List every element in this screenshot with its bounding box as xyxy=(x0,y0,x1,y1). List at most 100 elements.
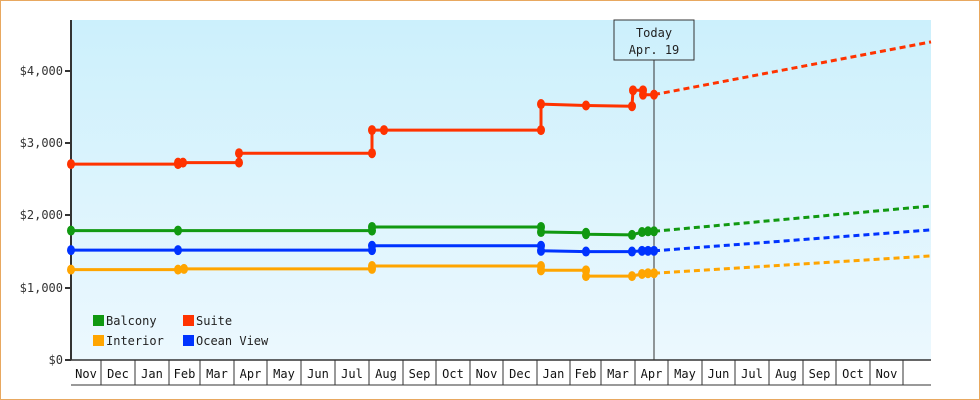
month-label: Oct xyxy=(842,367,864,381)
data-point xyxy=(629,85,637,96)
y-tick-label: $0 xyxy=(49,353,63,367)
data-point xyxy=(537,125,545,136)
data-point xyxy=(638,245,646,256)
data-point xyxy=(537,99,545,110)
y-axis: $0 $1,000 $2,000 $3,000 $4,000 xyxy=(20,20,72,367)
month-label: Apr xyxy=(240,367,262,381)
month-label: Apr xyxy=(641,367,663,381)
month-label: Jun xyxy=(307,367,329,381)
data-point xyxy=(235,157,243,168)
data-point xyxy=(368,240,376,251)
series-interior xyxy=(67,254,932,282)
legend-swatch xyxy=(183,335,194,346)
y-tick-label: $3,000 xyxy=(20,136,63,150)
data-point xyxy=(650,89,658,100)
data-point xyxy=(174,245,182,256)
today-box xyxy=(613,19,695,61)
legend-label: Ocean View xyxy=(196,334,269,348)
month-label: Jun xyxy=(708,367,730,381)
legend-item-ocean-view: Ocean View xyxy=(183,334,269,348)
data-point xyxy=(180,263,188,274)
data-point xyxy=(174,264,182,275)
data-point xyxy=(179,157,187,168)
data-point xyxy=(650,245,658,256)
month-label: Feb xyxy=(575,367,597,381)
y-tick-label: $4,000 xyxy=(20,64,63,78)
month-label: Sep xyxy=(809,367,831,381)
month-label: Jan xyxy=(141,367,163,381)
month-label: Dec xyxy=(107,367,129,381)
month-label: Aug xyxy=(775,367,797,381)
projection-line xyxy=(653,254,932,275)
month-label: Mar xyxy=(607,367,629,381)
month-label: Jul xyxy=(741,367,763,381)
data-point xyxy=(628,246,636,257)
data-point xyxy=(582,246,590,257)
data-point xyxy=(650,268,658,279)
data-point xyxy=(639,89,647,100)
data-point xyxy=(67,245,75,256)
data-point xyxy=(368,221,376,232)
data-point xyxy=(537,227,545,238)
today-marker: Today Apr. 19 xyxy=(613,19,695,360)
data-point xyxy=(67,159,75,170)
data-point xyxy=(638,268,646,279)
data-point xyxy=(644,268,652,279)
series-balcony xyxy=(67,204,932,240)
y-tick-label: $2,000 xyxy=(20,208,63,222)
month-label: Aug xyxy=(375,367,397,381)
projection-line xyxy=(653,204,932,233)
series-layer xyxy=(67,40,932,282)
data-point xyxy=(628,271,636,282)
data-point xyxy=(380,125,388,136)
month-label: Nov xyxy=(476,367,498,381)
y-tick-label: $1,000 xyxy=(20,281,63,295)
legend-label: Balcony xyxy=(106,314,157,328)
month-label: Feb xyxy=(174,367,196,381)
projection-line xyxy=(653,228,932,253)
plot-area xyxy=(71,20,931,360)
data-point xyxy=(537,245,545,256)
month-label: Sep xyxy=(409,367,431,381)
legend-swatch xyxy=(183,315,194,326)
month-label: May xyxy=(674,367,696,381)
data-point xyxy=(67,264,75,275)
data-point xyxy=(644,226,652,237)
x-axis: Nov Dec Jan Feb Mar Apr May Jun Jul Aug Sep Oct Nov D… xyxy=(71,359,931,386)
data-point xyxy=(537,265,545,276)
data-point xyxy=(368,148,376,159)
data-point xyxy=(67,225,75,236)
data-point xyxy=(368,261,376,272)
legend-label: Interior xyxy=(106,334,164,348)
projection-line xyxy=(653,40,932,97)
data-point xyxy=(582,271,590,282)
month-label: May xyxy=(273,367,295,381)
data-point xyxy=(368,125,376,136)
legend-item-suite: Suite xyxy=(183,314,232,328)
month-label: Nov xyxy=(876,367,898,381)
data-point xyxy=(582,100,590,111)
legend: Balcony Suite Interior Ocean View xyxy=(93,314,269,348)
legend-swatch xyxy=(93,315,104,326)
data-point xyxy=(638,227,646,238)
today-date: Apr. 19 xyxy=(629,43,680,57)
legend-swatch xyxy=(93,335,104,346)
series-ocean-view xyxy=(67,228,932,257)
legend-item-interior: Interior xyxy=(93,334,164,348)
data-point xyxy=(235,148,243,159)
data-point xyxy=(628,229,636,240)
data-point xyxy=(628,101,636,112)
month-label: Jul xyxy=(341,367,363,381)
month-label: Mar xyxy=(206,367,228,381)
data-point xyxy=(650,226,658,237)
month-label: Jan xyxy=(543,367,565,381)
today-label: Today xyxy=(636,26,672,40)
legend-label: Suite xyxy=(196,314,232,328)
month-label: Dec xyxy=(509,367,531,381)
data-point xyxy=(174,225,182,236)
legend-item-balcony: Balcony xyxy=(93,314,157,328)
data-point xyxy=(582,229,590,240)
data-point xyxy=(644,245,652,256)
series-suite xyxy=(67,40,932,170)
